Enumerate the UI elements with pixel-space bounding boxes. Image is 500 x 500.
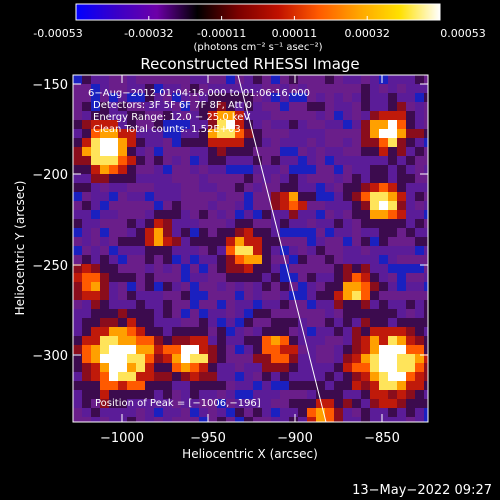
y-tick-label: −200 [32,168,68,183]
plot-title: Reconstructed RHESSI Image [140,55,359,73]
rhessi-image [73,75,428,422]
colorbar-unit-label: (photons cm⁻² s⁻¹ asec⁻²) [193,42,322,53]
peak-position-label: Position of Peak = [−1006,−196] [95,398,261,409]
annotation-clean-counts: Clean Total counts: 1.52E+03 [93,124,241,135]
footer-timestamp: 13−May−2022 09:27 [352,483,492,498]
colorbar-ticks [75,16,441,20]
colorbar-tick-labels: -0.00053 -0.00032 -0.00011 0.00011 0.000… [33,27,485,40]
annotation-energy-range: Energy Range: 12.0 − 25.0 keV [93,112,250,123]
y-tick-label: −150 [32,78,68,93]
colorbar-tick-label: -0.00053 [33,27,82,40]
colorbar-tick-label: 0.00032 [344,27,390,40]
x-tick-label: −1000 [100,431,144,446]
colorbar [75,3,441,21]
x-tick-label: −850 [364,431,400,446]
y-tick-label: −250 [32,259,68,274]
colorbar-tick-label: -0.00011 [197,27,246,40]
annotation-time-range: 6−Aug−2012 01:04:16.000 to 01:06:16.000 [88,88,310,99]
y-tick-label: −300 [32,349,68,364]
colorbar-tick-label: -0.00032 [124,27,173,40]
x-axis-label: Heliocentric X (arcsec) [182,447,318,461]
solar-limb-line [237,75,327,422]
annotation-detectors: Detectors: 3F 5F 6F 7F 8F, Att 0 [93,100,252,111]
x-tick-label: −950 [190,431,226,446]
x-tick-label: −900 [277,431,313,446]
plot-frame [72,74,429,423]
colorbar-tick-label: 0.00011 [272,27,318,40]
x-axis-ticks [121,75,383,422]
colorbar-tick-label: 0.00053 [440,27,486,40]
y-axis-label: Heliocentric Y (arcsec) [13,181,27,316]
y-axis-ticks [73,83,428,356]
